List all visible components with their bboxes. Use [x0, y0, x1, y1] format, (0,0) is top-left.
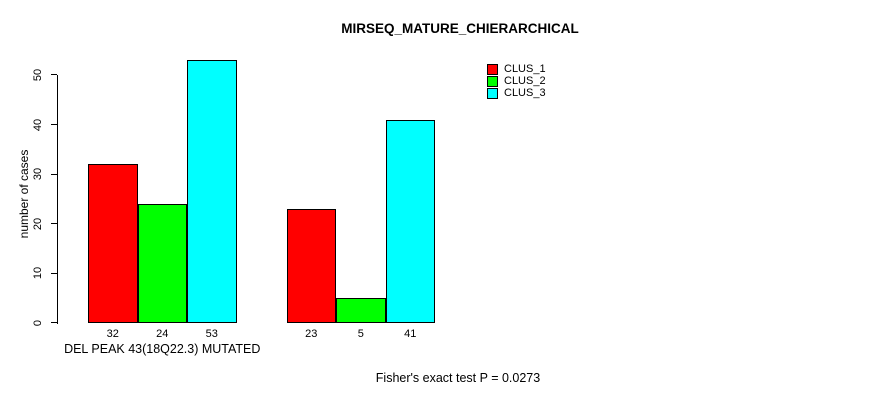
y-axis-tick-label: 40 — [32, 118, 44, 131]
y-axis-tick — [51, 124, 57, 125]
legend-swatch-icon — [487, 63, 498, 75]
y-axis-tick — [51, 322, 57, 324]
legend-entry: CLUS_1 — [487, 63, 546, 75]
y-axis-tick — [51, 173, 57, 175]
y-axis-tick-label: 10 — [32, 267, 44, 280]
x-group-label: DEL PEAK 43(18Q22.3) MUTATED — [64, 342, 261, 356]
chart-title: MIRSEQ_MATURE_CHIERARCHICAL — [341, 21, 579, 36]
legend-entry: CLUS_3 — [487, 87, 546, 99]
bar-value-label: 24 — [156, 327, 169, 340]
y-axis-line — [57, 74, 58, 324]
legend-label: CLUS_1 — [504, 63, 546, 75]
bar-value-label: 32 — [106, 327, 119, 340]
legend-label: CLUS_2 — [504, 75, 546, 87]
y-axis-label: number of cases — [17, 149, 31, 239]
y-axis-tick-label: 50 — [32, 68, 44, 82]
bar-value-label: 41 — [404, 327, 417, 340]
bar-clus_1 — [286, 208, 336, 323]
legend-swatch-icon — [487, 87, 498, 99]
bar-value-label: 5 — [357, 327, 364, 340]
y-axis-tick-label: 20 — [32, 217, 44, 230]
bar-value-label: 53 — [205, 327, 218, 340]
fisher-test-annotation: Fisher's exact test P = 0.0273 — [375, 371, 541, 385]
bar-clus_2 — [336, 297, 386, 323]
bar-clus_2 — [137, 203, 187, 323]
legend-swatch-icon — [487, 75, 498, 87]
bar-clus_3 — [385, 119, 435, 323]
legend-entry: CLUS_2 — [487, 75, 546, 87]
y-axis-tick-label: 0 — [32, 319, 44, 326]
legend: CLUS_1 CLUS_2 CLUS_3 — [487, 63, 546, 99]
bar-clus_1 — [88, 164, 138, 323]
y-axis-tick — [51, 74, 57, 76]
bar-clus_3 — [187, 60, 237, 323]
legend-label: CLUS_3 — [504, 87, 546, 99]
y-axis-tick — [51, 272, 57, 274]
bar-value-label: 23 — [305, 327, 318, 340]
y-axis-tick-label: 30 — [32, 167, 44, 181]
y-axis-tick — [51, 223, 57, 225]
